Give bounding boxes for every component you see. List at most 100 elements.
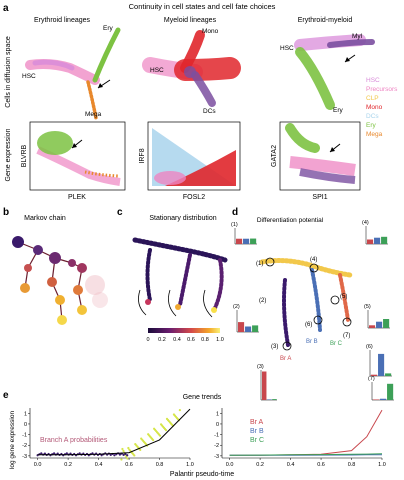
colorbar [148,328,220,333]
colorbar-tick: 0.2 [158,337,166,343]
inset-bar [376,321,383,328]
colorbar-tick: 0.4 [173,337,181,343]
x-tick-label: 0.8 [348,462,356,468]
y-tick-label: 1 [24,411,27,417]
diff-inset: (1) [231,222,257,245]
colorbar-tick: 0.6 [187,337,195,343]
probability-point [113,454,116,457]
legend-hsc: HSC [366,77,380,84]
inset-bar [387,383,394,400]
panel-b-letter: b [3,207,9,218]
scatter-ery-myeloid-diffusion: Myl HSC Ery [280,33,375,114]
probability-point [152,438,155,442]
label-mono-top: Mono [202,28,219,35]
point-label: (7) [343,333,350,339]
probability-point [164,429,168,432]
point-label: (1) [256,261,263,267]
inset-bar [373,399,380,400]
y-tick-label: -1 [22,433,27,439]
inset-bar [252,325,259,332]
inset-label: (1) [231,222,238,228]
panel-b-title: Markov chain [24,215,66,222]
x-tick-label: 0.2 [256,462,264,468]
probability-point [126,457,129,460]
probability-point [69,452,72,455]
legend-clp: CLP [366,95,379,102]
inset-bar [385,373,392,376]
y-tick-label: 0 [24,422,27,428]
panel-a-letter: a [3,3,9,14]
gene-x-plek: PLEK [68,194,86,201]
inset-bar [383,319,390,328]
probability-point [126,454,129,457]
legend-mono: Mono [366,104,383,111]
diff-inset: (7) [368,376,394,401]
branch-label-a: Br A [280,356,291,362]
stationary-scatter [132,237,228,318]
branch-a-annotation: Branch A probabilities [40,437,108,444]
diff-point-labels: (1) (2) (3) (4) (5) (6) (7) [256,257,350,350]
probability-point [120,458,123,461]
x-tick-label: 1.0 [378,462,386,468]
inset-bar [238,322,245,332]
probability-point [52,452,56,455]
panel-e-title: Gene trends [183,394,222,401]
y-tick-label: 1 [216,411,219,417]
diff-inset: (3) [257,364,277,401]
panel-d-title: Differentiation potential [257,217,324,224]
y-tick-label: -3 [22,454,27,460]
panel-d-letter: d [232,207,238,218]
series-line [37,408,191,456]
inset-bar [369,325,376,328]
inset-bar [378,353,385,376]
inset-bar [367,239,374,244]
label-hsc-em: HSC [280,45,294,52]
inset-label: (6) [366,344,373,350]
x-tick-label: 0.4 [287,462,295,468]
inset-label: (3) [257,364,264,370]
gene-x-spi1: SPI1 [312,194,327,201]
y-tick-label: 0 [216,422,219,428]
col-title-erythroid: Erythroid lineages [34,17,91,24]
inset-bar [250,238,257,244]
label-dcs: DCs [203,108,216,115]
diff-inset: (4) [362,220,388,245]
colorbar-ticks: 0 0.2 0.4 0.6 0.8 1.0 [146,337,223,343]
label-mega: Mega [85,111,102,118]
gene-x-fosl2: FOSL2 [183,194,205,201]
inset-bar [267,399,272,400]
colorbar-tick: 1.0 [216,337,224,343]
branch-labels: Br A Br B Br C [280,339,343,362]
col-title-myeloid: Myeloid lineages [164,17,217,24]
probability-point [40,452,43,455]
gene-plot-erythroid: PLEK BLVRB [21,121,126,201]
y-tick-label: -2 [214,443,219,449]
label-ery-top: Ery [103,25,114,32]
differentiation-scatter [259,257,353,351]
inset-bar [262,371,267,400]
probability-point [178,409,181,412]
panel-e-letter: e [3,390,9,401]
panel-a-title: Continuity in cell states and cell fate … [129,2,276,11]
branch-label-b: Br B [306,339,318,345]
point-label: (5) [340,294,347,300]
gene-y-gata2: GATA2 [271,145,278,167]
colorbar-tick: 0.8 [201,337,209,343]
x-tick-label: 0.2 [64,462,72,468]
row-label-diffusion: Cells in diffusion space [5,36,12,108]
x-tick-label: 1.0 [186,462,194,468]
markov-chain-graph [12,236,108,325]
col-title-ery-myeloid: Erythroid-myeloid [298,17,353,24]
inset-label: (2) [233,304,240,310]
scatter-myeloid-diffusion: Mono HSC DCs [142,28,241,115]
label-myl: Myl [352,33,363,40]
probability-point [118,453,122,456]
y-tick-label: -1 [214,433,219,439]
point-label: (4) [310,257,317,263]
panel-c-letter: c [117,207,123,218]
label-hsc-mye: HSC [150,67,164,74]
panel-c-title: Stationary distribution [149,215,216,222]
probability-point [109,453,112,457]
panel-e-xlabel: Palantir pseudo-time [170,471,234,478]
inset-bar [243,238,250,244]
